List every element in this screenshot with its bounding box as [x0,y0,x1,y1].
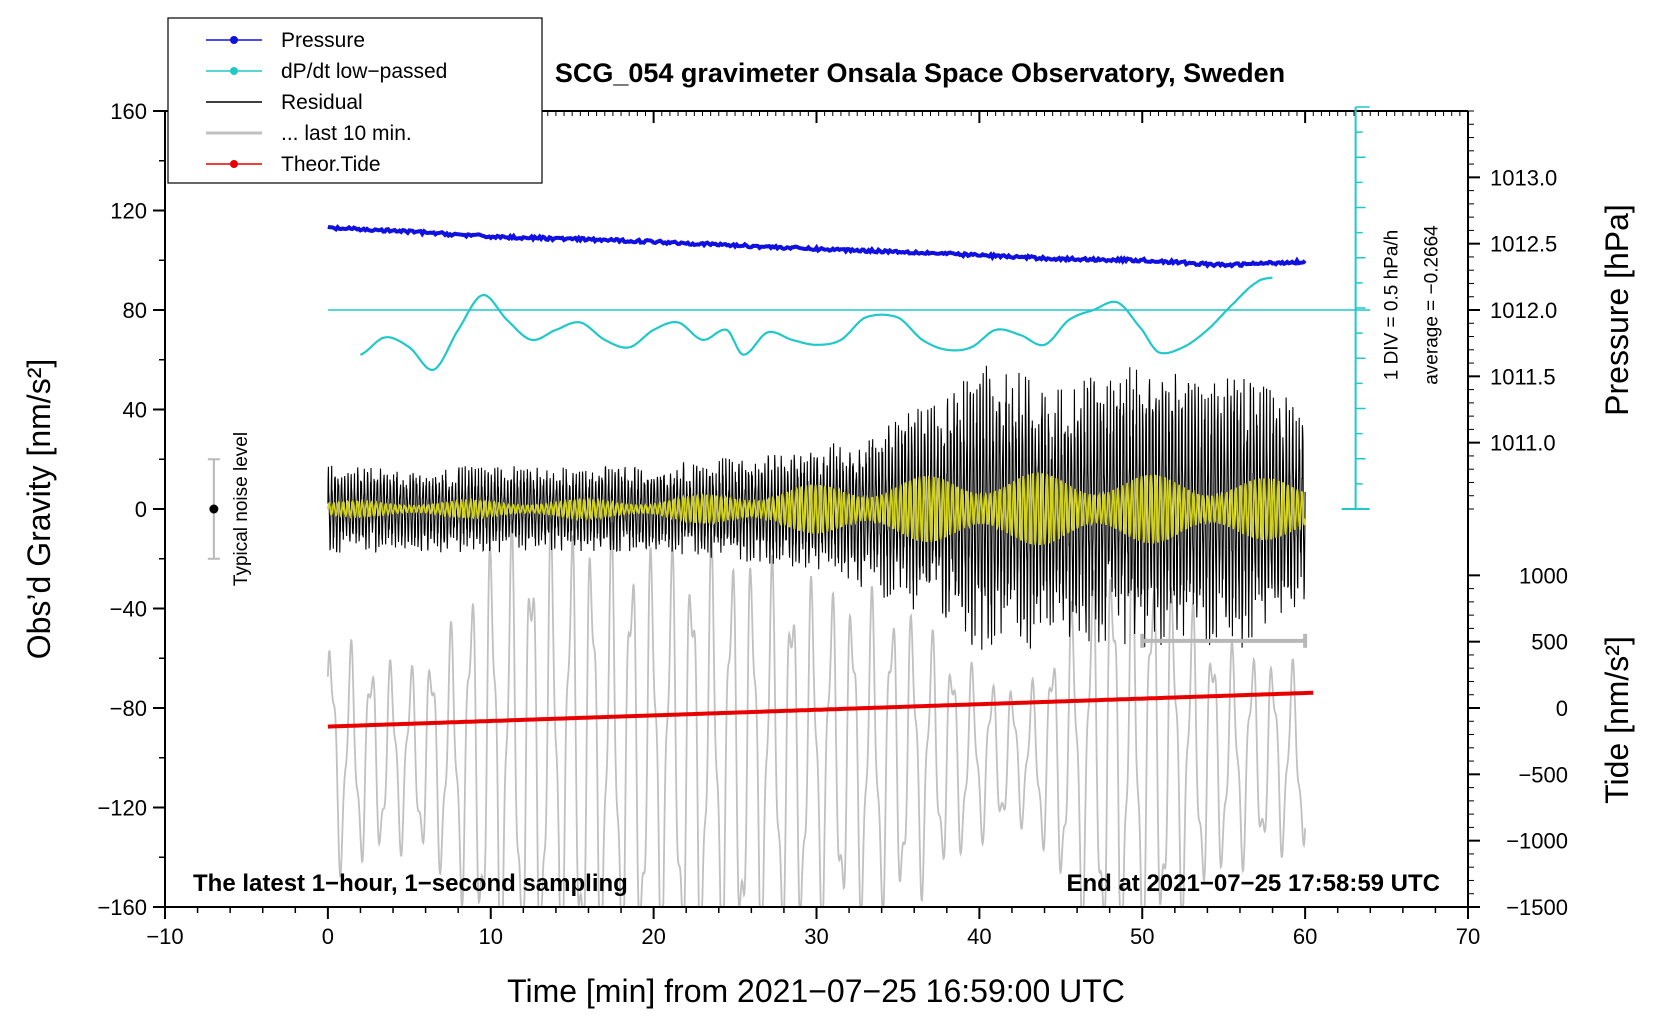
tide-tick-label: 1000 [1519,563,1568,588]
y-axis-title: Obs’d Gravity [nm/s²] [21,359,57,660]
x-tick-label: 70 [1456,924,1480,949]
tide-tick-label: −1500 [1506,895,1568,920]
dpdt-scale-label: 1 DIV = 0.5 hPa/h [1382,230,1403,381]
x-tick-label: 0 [322,924,334,949]
tide-axis-title: Tide [nm/s²] [1599,636,1635,804]
legend-label: Theor.Tide [281,153,381,176]
noise-level-label: Typical noise level [231,432,252,586]
legend-box [167,17,543,184]
y-tick-label: −80 [110,696,147,721]
legend-label: Residual [281,91,363,114]
series-dpdt-line [359,276,1273,372]
tide-tick-label: −1000 [1506,829,1568,854]
text-layer: Typical noise level −10 0 10 20 30 40 50 60 70 −16… [21,58,1635,1009]
x-tick-label: 20 [641,924,665,949]
x-tick-label: 30 [804,924,828,949]
noise-level-dot [209,504,219,514]
series-smoothed-residual-line [327,472,1306,546]
legend-label: ... last 10 min. [281,122,412,145]
series-theor-tide-line [327,690,1314,729]
end-time-note: End at 2021−07−25 17:58:59 UTC [1066,870,1440,897]
tide-tick-label: 500 [1531,630,1568,655]
legend-marker [230,160,238,168]
sampling-note: The latest 1−hour, 1−second sampling [193,870,628,897]
data-series-layer [207,224,1371,908]
legend-marker [230,36,238,44]
legend-label: dP/dt low−passed [281,60,447,83]
dpdt-average-label: average = −0.2664 [1422,225,1443,385]
y-tick-label: 0 [135,497,147,522]
x-tick-label: 60 [1293,924,1317,949]
tide-tick-label: 0 [1556,696,1568,721]
y-tick-label: −40 [110,597,147,622]
tick-layer [153,106,1480,919]
x-tick-label: 10 [479,924,503,949]
tide-tick-label: −500 [1518,762,1568,787]
x-axis-title: Time [min] from 2021−07−25 16:59:00 UTC [507,973,1125,1009]
x-tick-label: 50 [1130,924,1154,949]
chart-title: SCG_054 gravimeter Onsala Space Observat… [555,58,1285,88]
y-tick-label: −120 [97,796,147,821]
legend-marker [230,67,238,75]
pressure-tick-label: 1011.0 [1490,431,1556,456]
y-tick-label: 80 [123,298,147,323]
y-tick-label: 40 [123,398,147,423]
y-tick-label: 120 [110,199,147,224]
pressure-tick-label: 1012.0 [1490,298,1557,323]
y-tick-label: −160 [97,895,147,920]
y-tick-label: 160 [110,99,147,124]
pressure-tick-label: 1013.0 [1490,165,1557,190]
x-tick-label: −10 [146,924,183,949]
pressure-tick-label: 1011.5 [1490,364,1556,389]
pressure-axis-title: Pressure [hPa] [1599,204,1635,416]
series-pressure-line [327,224,1307,269]
legend-label: Pressure [281,29,365,52]
pressure-tick-label: 1012.5 [1490,232,1557,257]
x-tick-label: 40 [967,924,991,949]
legend: Pressure dP/dt low−passed Residual ... last… [167,17,543,184]
